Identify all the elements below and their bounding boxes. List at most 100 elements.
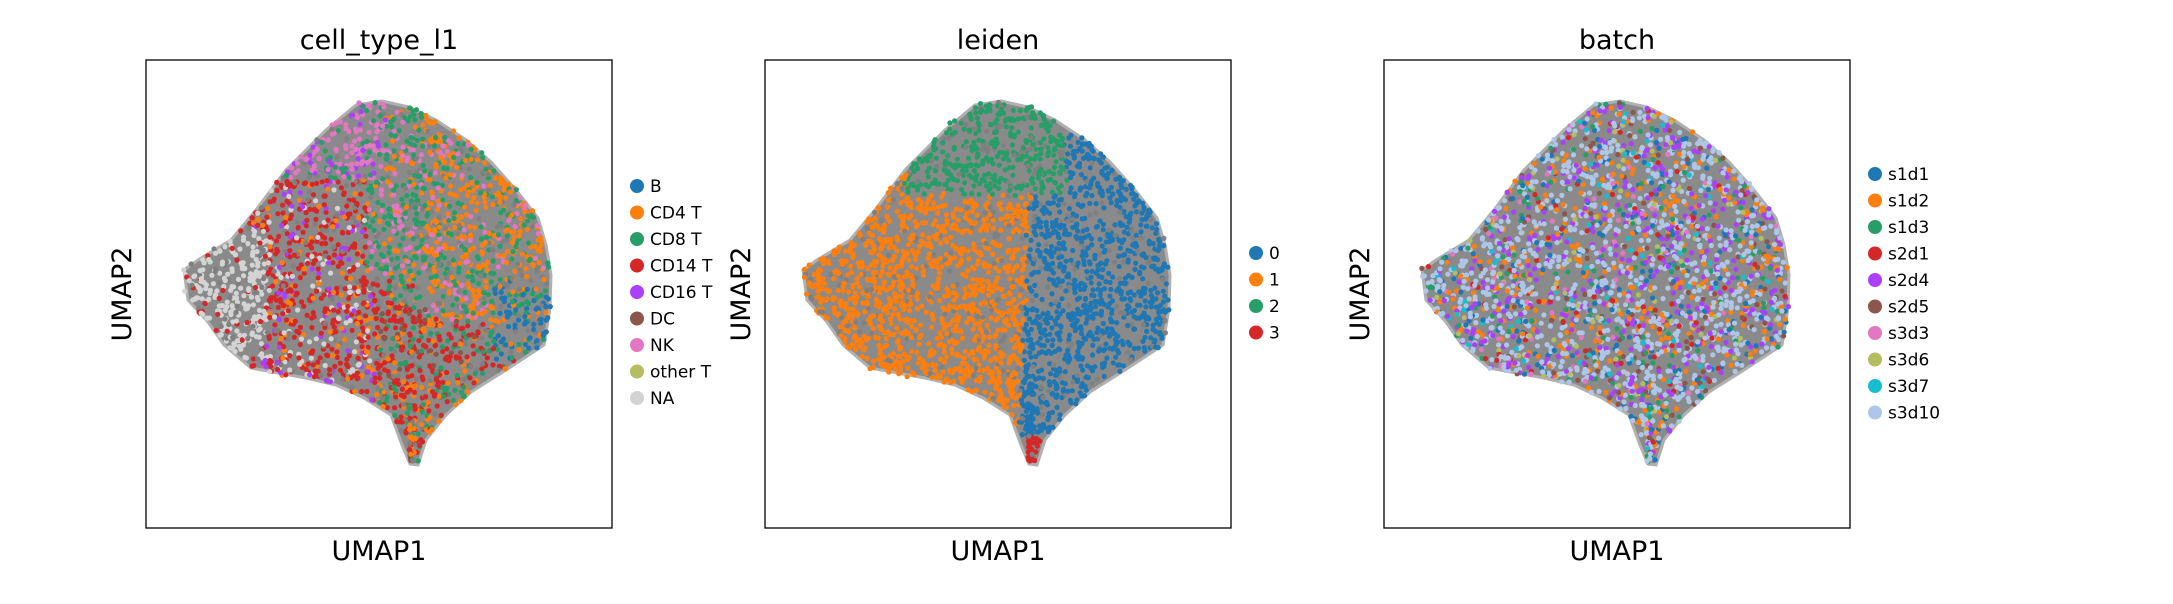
- point-CD4 T: [480, 169, 486, 176]
- point-0: [1026, 350, 1033, 356]
- point-CD8 T: [407, 114, 413, 120]
- point-CD4 T: [411, 262, 417, 268]
- point-1: [923, 309, 929, 315]
- point-CD4 T: [331, 290, 337, 296]
- point-CD14 T: [321, 202, 327, 208]
- point-2: [980, 158, 986, 164]
- point-1: [835, 311, 842, 317]
- point-CD14 T: [309, 325, 315, 331]
- point-0: [1028, 354, 1034, 360]
- point-1: [958, 207, 964, 213]
- point-1: [945, 290, 951, 296]
- point-0: [1134, 248, 1141, 254]
- point-CD14 T: [438, 412, 444, 418]
- point-CD4 T: [464, 193, 471, 199]
- point-NA: [287, 367, 293, 373]
- point-1: [923, 263, 929, 269]
- point-CD4 T: [387, 236, 393, 242]
- point-CD8 T: [513, 244, 519, 250]
- point-CD8 T: [406, 406, 413, 412]
- point-CD14 T: [249, 215, 255, 221]
- point-2: [1059, 149, 1066, 155]
- point-CD4 T: [425, 399, 431, 405]
- point-CD4 T: [374, 392, 380, 398]
- point-1: [806, 262, 812, 268]
- point-CD14 T: [303, 239, 309, 246]
- point-NA: [207, 287, 213, 293]
- point-1: [963, 360, 969, 367]
- point-NA: [181, 267, 187, 273]
- point-1: [999, 287, 1005, 293]
- point-NA: [199, 296, 205, 302]
- point-CD4 T: [525, 328, 531, 334]
- point-CD14 T: [257, 319, 264, 325]
- point-0: [1121, 259, 1127, 265]
- point-DC: [379, 311, 385, 317]
- point-CD14 T: [402, 323, 408, 329]
- point-CD14 T: [234, 257, 240, 263]
- point-0: [1125, 322, 1131, 329]
- point-CD8 T: [420, 402, 426, 408]
- point-1: [932, 217, 938, 224]
- point-CD8 T: [374, 261, 380, 267]
- point-CD4 T: [310, 295, 316, 301]
- point-CD8 T: [396, 128, 402, 134]
- point-1: [917, 205, 923, 211]
- point-CD14 T: [352, 244, 358, 250]
- point-NA: [261, 308, 267, 314]
- point-CD14 T: [412, 406, 418, 412]
- point-CD4 T: [486, 230, 492, 237]
- point-0: [1108, 200, 1114, 206]
- point-0: [1117, 245, 1123, 251]
- point-0: [1029, 271, 1035, 277]
- point-0: [1035, 313, 1041, 319]
- point-1: [1021, 262, 1027, 268]
- point-CD4 T: [316, 281, 322, 287]
- point-0: [1062, 381, 1068, 387]
- point-CD8 T: [504, 233, 510, 239]
- point-1: [895, 186, 901, 192]
- point-CD8 T: [433, 135, 439, 141]
- point-CD8 T: [490, 310, 496, 316]
- point-CD8 T: [529, 291, 536, 297]
- point-1: [987, 283, 993, 289]
- point-NA: [229, 268, 235, 275]
- point-CD14 T: [202, 300, 208, 307]
- point-CD4 T: [369, 367, 375, 373]
- point-CD4 T: [452, 225, 458, 231]
- point-0: [1121, 237, 1127, 243]
- point-1: [862, 345, 868, 351]
- point-1: [997, 200, 1003, 206]
- point-0: [1162, 317, 1168, 323]
- point-CD14 T: [344, 308, 350, 314]
- point-2: [933, 155, 939, 161]
- point-1: [864, 225, 871, 231]
- point-0: [1143, 304, 1149, 310]
- point-NA: [211, 246, 217, 252]
- point-NA: [266, 219, 272, 225]
- point-0: [1076, 339, 1082, 346]
- point-CD14 T: [287, 353, 293, 359]
- point-CD8 T: [408, 134, 414, 141]
- point-0: [1117, 368, 1123, 374]
- point-CD8 T: [391, 148, 397, 154]
- point-0: [1062, 246, 1068, 252]
- point-0: [1025, 331, 1031, 337]
- point-NA: [224, 259, 230, 265]
- point-1: [973, 365, 979, 371]
- point-CD14 T: [282, 219, 288, 225]
- point-NA: [219, 259, 226, 265]
- point-NK: [366, 207, 372, 213]
- point-CD8 T: [411, 143, 418, 149]
- point-1: [888, 321, 895, 327]
- point-CD14 T: [321, 358, 327, 364]
- point-CD8 T: [383, 142, 389, 148]
- point-NA: [198, 278, 204, 284]
- point-NK: [434, 307, 440, 313]
- point-CD14 T: [398, 414, 404, 420]
- point-CD14 T: [417, 368, 423, 374]
- point-1: [1011, 297, 1017, 303]
- point-CD14 T: [471, 351, 477, 357]
- point-2: [962, 191, 968, 197]
- point-CD8 T: [383, 398, 390, 404]
